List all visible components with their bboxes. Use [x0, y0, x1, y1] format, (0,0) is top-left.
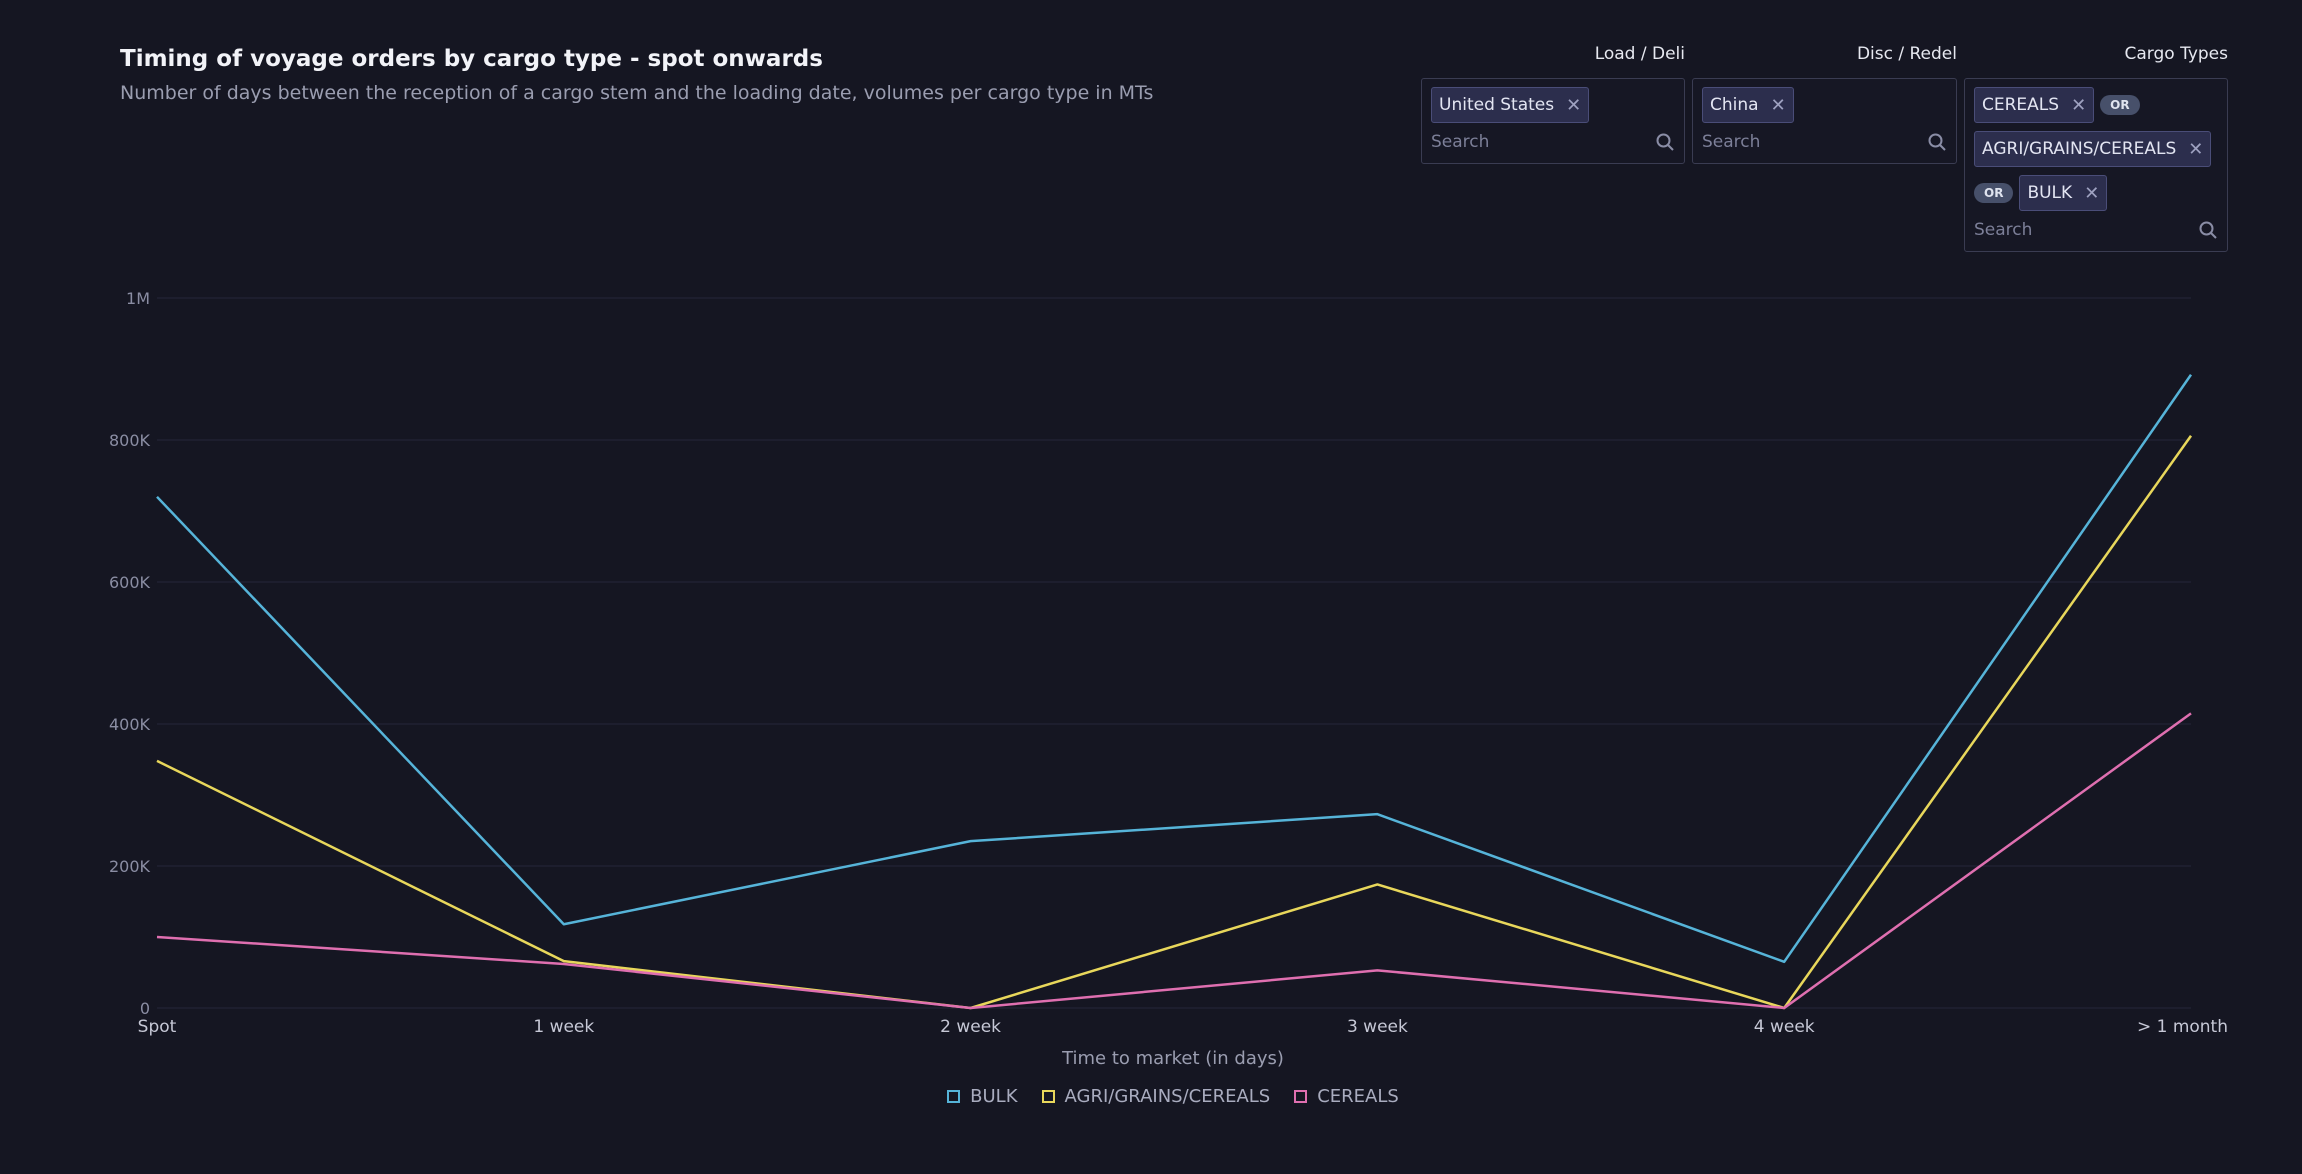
search-icon[interactable]: [2198, 220, 2218, 240]
chip-label: AGRI/GRAINS/CEREALS: [1982, 139, 2177, 159]
load-filter: Load / Deli United States ✕: [1421, 44, 1685, 164]
filter-chip-cereals[interactable]: CEREALS ✕: [1974, 87, 2095, 123]
close-icon[interactable]: ✕: [1566, 94, 1582, 116]
legend-swatch: [947, 1090, 961, 1103]
cargo-search-row: [1974, 219, 2218, 241]
y-tick-label: 200K: [109, 857, 151, 876]
filter-chip-bulk[interactable]: BULK ✕: [2019, 175, 2108, 211]
disc-filter-label: Disc / Redel: [1856, 44, 1957, 64]
y-tick-label: 600K: [109, 573, 151, 592]
series-line-2[interactable]: [156, 712, 2192, 1010]
or-operator-badge[interactable]: OR: [1974, 183, 2014, 203]
chip-label: United States: [1439, 95, 1555, 115]
chart-grid: [157, 297, 2191, 1009]
x-tick-label: 3 week: [1347, 1017, 1408, 1037]
y-tick-label: 400K: [109, 715, 151, 734]
cargo-search-input[interactable]: [1974, 220, 2174, 240]
x-tick-label: > 1 month: [2137, 1017, 2228, 1037]
or-operator-badge[interactable]: OR: [2100, 95, 2140, 115]
disc-filter: Disc / Redel China ✕: [1692, 44, 1957, 164]
legend-label: BULK: [970, 1086, 1018, 1107]
x-tick-label: 4 week: [1754, 1017, 1815, 1037]
chart-title: Timing of voyage orders by cargo type - …: [120, 46, 823, 72]
x-tick-label: 2 week: [940, 1017, 1001, 1037]
close-icon[interactable]: ✕: [2084, 182, 2100, 204]
load-filter-label: Load / Deli: [1594, 44, 1685, 64]
close-icon[interactable]: ✕: [2188, 138, 2204, 160]
y-axis-ticks: 0 200K 400K 600K 800K 1M: [109, 289, 151, 1018]
legend-swatch: [1041, 1090, 1055, 1103]
load-search-row: [1431, 131, 1675, 153]
x-axis-label: Time to market (in days): [1061, 1048, 1284, 1069]
legend-item[interactable]: CEREALS: [1294, 1086, 1399, 1107]
legend-item[interactable]: AGRI/GRAINS/CEREALS: [1041, 1086, 1271, 1107]
x-tick-label: Spot: [138, 1017, 177, 1037]
cargo-filter-box: CEREALS ✕ OR AGRI/GRAINS/CEREALS ✕ OR BU…: [1964, 78, 2228, 252]
x-axis-ticks: Spot 1 week 2 week 3 week 4 week > 1 month: [138, 1017, 2228, 1037]
y-tick-label: 1M: [126, 289, 150, 308]
load-search-input[interactable]: [1431, 132, 1631, 152]
disc-search-row: [1702, 131, 1947, 153]
load-filter-box: United States ✕: [1421, 78, 1685, 164]
disc-filter-box: China ✕: [1692, 78, 1957, 164]
chart-series: [156, 373, 2193, 1010]
filter-chip-united-states[interactable]: United States ✕: [1431, 87, 1590, 123]
x-tick-label: 1 week: [533, 1017, 594, 1037]
filter-chip-china[interactable]: China ✕: [1702, 87, 1794, 123]
chip-label: China: [1710, 95, 1759, 115]
legend-item[interactable]: BULK: [947, 1086, 1018, 1107]
close-icon[interactable]: ✕: [1770, 94, 1786, 116]
close-icon[interactable]: ✕: [2071, 94, 2087, 116]
chip-label: BULK: [2027, 183, 2073, 203]
disc-search-input[interactable]: [1702, 132, 1902, 152]
search-icon[interactable]: [1655, 132, 1675, 152]
search-icon[interactable]: [1927, 132, 1947, 152]
filter-chip-agri-grains-cereals[interactable]: AGRI/GRAINS/CEREALS ✕: [1974, 131, 2212, 167]
series-line-1[interactable]: [156, 435, 2193, 1010]
series-line-0[interactable]: [156, 373, 2193, 964]
chart-subtitle: Number of days between the reception of …: [120, 82, 1154, 104]
chart-legend: BULK AGRI/GRAINS/CEREALS CEREALS: [0, 1086, 2302, 1107]
legend-swatch: [1294, 1090, 1308, 1103]
cargo-filter: Cargo Types CEREALS ✕ OR AGRI/GRAINS/CER…: [1964, 44, 2228, 252]
cargo-filter-label: Cargo Types: [2124, 44, 2228, 64]
y-tick-label: 800K: [109, 431, 151, 450]
legend-label: CEREALS: [1317, 1086, 1399, 1107]
y-tick-label: 0: [140, 999, 150, 1018]
chip-label: CEREALS: [1982, 95, 2060, 115]
legend-label: AGRI/GRAINS/CEREALS: [1064, 1086, 1271, 1107]
